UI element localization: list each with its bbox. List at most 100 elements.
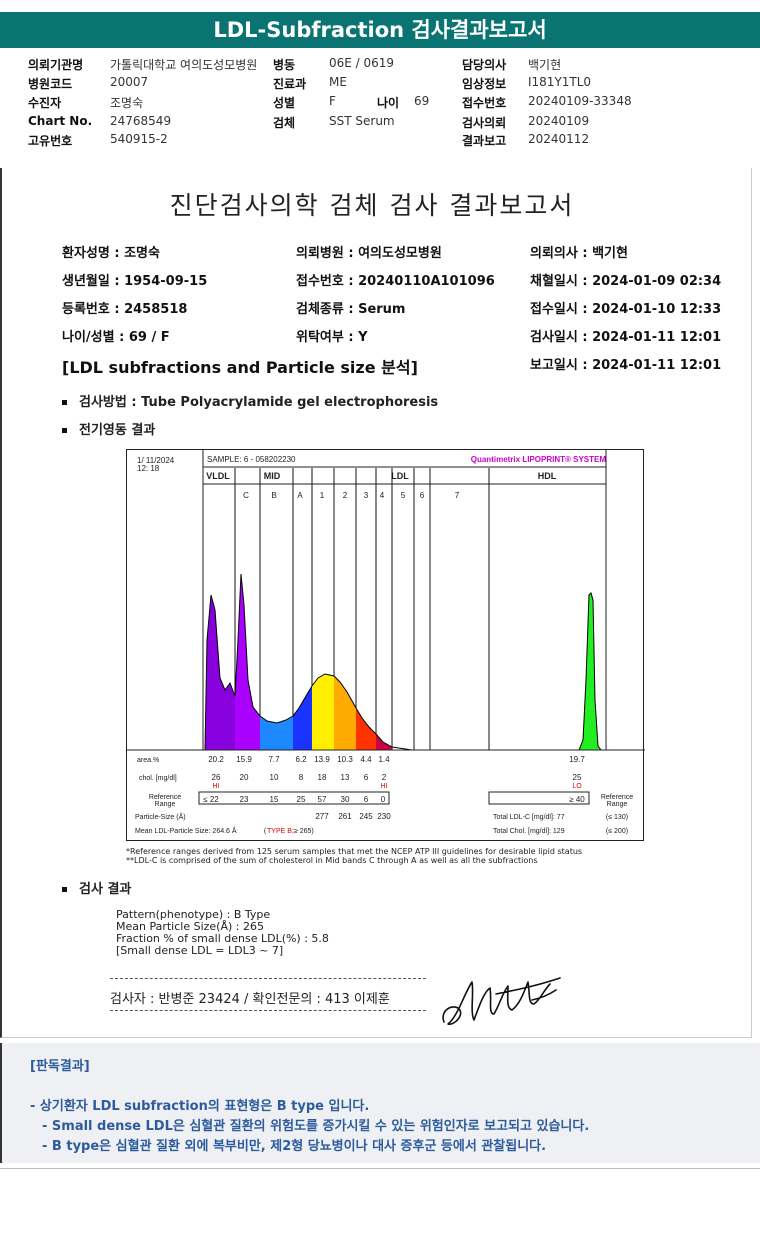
hdl-area: [579, 593, 601, 750]
band-label-4: 4: [380, 491, 385, 500]
chol-value: 13: [341, 773, 350, 782]
group-hdl: HDL: [538, 471, 557, 481]
unique-value: 540915-2: [110, 132, 168, 146]
result-pattern: Pattern(phenotype) : B Type: [116, 908, 271, 921]
unique-label: 고유번호: [28, 134, 73, 148]
report-document-title: 진단검사의학 검체 검사 결과보고서: [169, 191, 575, 220]
electro-text: 전기영동 결과: [79, 423, 156, 438]
field-tested: 검사일시 : 2024-01-11 12:01: [530, 330, 722, 345]
group-vldl: VLDL: [206, 471, 230, 481]
sex-value: F: [329, 94, 336, 108]
report-date-value: 20240112: [528, 132, 590, 146]
dept-label: 진료과: [273, 77, 307, 91]
judgement-heading: [판독결과]: [30, 1059, 90, 1074]
psize-value: 277: [315, 812, 329, 821]
area-label: area.%: [137, 757, 159, 764]
band-label-A: A: [297, 491, 303, 500]
results-heading: 검사 결과: [79, 882, 132, 897]
dept-value: ME: [329, 75, 347, 89]
info-row: Chart No. 24768549 검체 SST Serum 검사의뢰 202…: [0, 114, 760, 132]
receipt-value: 20240109-33348: [528, 94, 632, 108]
psize-value: 245: [359, 812, 373, 821]
reference-note: *Reference ranges derived from 125 serum…: [126, 847, 583, 856]
mean-ldl-open: (: [264, 828, 267, 835]
field-regno: 등록번호 : 2458518: [62, 302, 188, 317]
density-curve: [204, 573, 413, 751]
band-label-C: C: [243, 491, 249, 500]
chart-brand: Quantimetrix LIPOPRINT® SYSTEM: [471, 455, 607, 464]
ldl4-area: [376, 734, 392, 750]
ref-right-2: Range: [607, 801, 628, 808]
field-age-sex: 나이/성별 : 69 / F: [62, 330, 170, 345]
specimen-label: 검체: [273, 116, 296, 130]
patient-label: 수진자: [28, 96, 62, 110]
report-document: 진단검사의학 검체 검사 결과보고서 환자성명 : 조명숙 의뢰병원 : 여의도…: [0, 168, 752, 1038]
institution-label: 의뢰기관명: [28, 58, 84, 72]
ref-value: 57: [318, 795, 327, 804]
vldl-area: [205, 595, 235, 750]
ldl-note: **LDL-C is comprised of the sum of chole…: [126, 856, 538, 865]
ref-label-1: Reference: [149, 794, 181, 801]
doctor-label: 담당의사: [462, 58, 507, 72]
chol-hdl-value: 25: [573, 773, 582, 782]
clinical-value: I181Y1TL0: [528, 75, 592, 89]
ref-label-2: Range: [155, 801, 176, 808]
judgement-line: - Small dense LDL은 심혈관 질환의 위험도를 증가시킬 수 있…: [42, 1119, 590, 1134]
request-value: 20240109: [528, 114, 590, 128]
ward-label: 병동: [273, 58, 296, 72]
chart-value: 24768549: [110, 114, 172, 128]
info-row: 병원코드 20007 진료과 ME 임상정보 I181Y1TL0: [0, 75, 760, 93]
chart-label: Chart No.: [28, 114, 93, 128]
band-label-7: 7: [455, 491, 460, 500]
group-mid: MID: [264, 471, 281, 481]
group-ldl: LDL: [391, 471, 409, 481]
area-value: 20.2: [208, 755, 224, 764]
sex-label: 성별: [273, 96, 296, 110]
band-label-3: 3: [364, 491, 369, 500]
area-value: 7.7: [268, 755, 280, 764]
request-label: 검사의뢰: [462, 116, 507, 130]
signoff-line: 검사자 : 반병준 23424 / 확인전문의 : 413 이제훈: [110, 992, 390, 1007]
chol-value: 26: [212, 773, 221, 782]
psize-label: Particle-Size (Å): [135, 812, 186, 821]
chol-value: 10: [270, 773, 279, 782]
chol-value: 8: [299, 773, 304, 782]
area-value: 4.4: [360, 755, 372, 764]
report-title-bar: LDL-Subfraction 검사결과보고서: [0, 12, 760, 48]
field-collected: 채혈일시 : 2024-01-09 02:34: [530, 274, 722, 289]
ward-value: 06E / 0619: [329, 56, 395, 70]
chart-date: 1/ 11/2024: [137, 456, 175, 465]
total-ldl-ref: (≤ 130): [606, 814, 628, 821]
info-row: 고유번호 540915-2 결과보고 20240112: [0, 132, 760, 150]
result-definition: [Small dense LDL = LDL3 ~ 7]: [116, 944, 284, 957]
ref-hdl-box: [488, 791, 590, 805]
doctor-value: 백기현: [528, 58, 562, 72]
field-receipt: 접수번호 : 20240110A101096: [296, 274, 495, 289]
chart-time: 12: 18: [137, 464, 160, 473]
specimen-value: SST Serum: [329, 114, 395, 128]
judgement-line: - 상기환자 LDL subfraction의 표현형은 B type 입니다.: [30, 1099, 370, 1114]
hospital-code-value: 20007: [110, 75, 149, 89]
total-ldl: Total LDL-C [mg/dl]: 77: [493, 814, 565, 821]
electro-bullet: 전기영동 결과: [62, 419, 155, 438]
chol-value: 2: [382, 773, 387, 782]
signature-image: [442, 977, 561, 1025]
band-label-B: B: [271, 491, 276, 500]
field-physician: 의뢰의사 : 백기현: [530, 246, 628, 261]
patient-value: 조명숙: [110, 96, 144, 110]
mean-ldl: Mean LDL-Particle Size: 264.6 Å: [135, 826, 237, 835]
ref-value: 23: [240, 795, 249, 804]
info-row: 수진자 조명숙 성별 F 나이 69 접수번호 20240109-33348: [0, 94, 760, 112]
psize-value: 261: [338, 812, 352, 821]
method-bullet: 검사방법 : Tube Polyacrylamide gel electroph…: [62, 391, 438, 410]
mean-ldl-type: TYPE B: [267, 828, 292, 835]
ref-range-box: [198, 791, 390, 805]
analysis-section-title: [LDL subfractions and Particle size 분석]: [62, 358, 418, 377]
area-value: 6.2: [295, 755, 307, 764]
ref-value: 0: [381, 795, 386, 804]
ldl3-area: [356, 708, 376, 750]
ref-value: 25: [297, 795, 306, 804]
mean-ldl-ref: ;≥ 265): [292, 828, 314, 835]
judgement-line: - B type은 심혈관 질환 외에 복부비만, 제2형 당뇨병이나 대사 증…: [42, 1139, 547, 1154]
